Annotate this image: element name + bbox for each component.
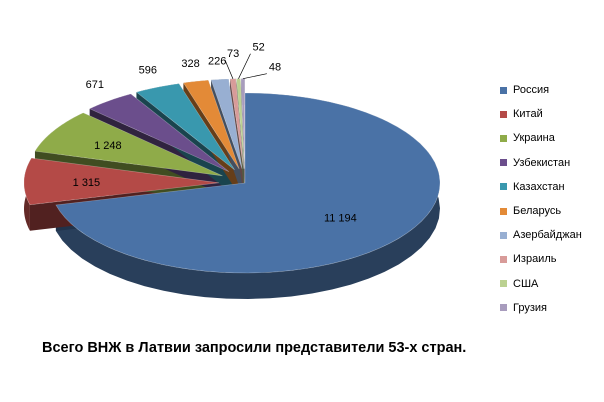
pie-slice-2 <box>23 157 220 206</box>
legend-label: Израиль <box>513 253 557 266</box>
legend-label: Украина <box>513 132 555 145</box>
legend-swatch <box>500 86 507 94</box>
legend-item: Израиль <box>500 247 604 271</box>
legend-label: Казахстан <box>513 180 565 193</box>
legend-item: Украина <box>500 126 604 150</box>
data-label: 11 194 <box>324 212 357 224</box>
data-label: 1 315 <box>73 177 101 189</box>
legend-label: Азербайджан <box>513 229 582 242</box>
legend-swatch <box>500 110 507 118</box>
legend-swatch <box>500 134 507 142</box>
legend-label: Китай <box>513 108 543 121</box>
chart-caption: Всего ВНЖ в Латвии запросили представите… <box>42 340 467 356</box>
legend-label: Узбекистан <box>513 156 571 169</box>
legend-item: США <box>500 272 604 296</box>
legend-swatch <box>500 159 507 167</box>
pie-slice-7 <box>210 78 243 169</box>
pie-slice-6 <box>182 79 240 170</box>
legend-label: США <box>513 277 539 290</box>
pie-slice-9 <box>236 78 245 169</box>
legend-label: Грузия <box>513 301 547 314</box>
legend-swatch <box>500 280 507 288</box>
legend-label: Россия <box>513 84 550 97</box>
label-leader-line <box>238 53 251 79</box>
legend-item: Азербайджан <box>500 223 604 247</box>
data-label: 596 <box>139 64 157 76</box>
legend-label: Беларусь <box>513 205 562 218</box>
legend-item: Узбекистан <box>500 151 604 175</box>
data-label: 671 <box>86 79 104 91</box>
legend-item: Казахстан <box>500 175 604 199</box>
chart-legend: Россия Китай Украина Узбекистан Казахстан Бел… <box>500 78 604 320</box>
data-label: 52 <box>252 42 264 54</box>
data-label: 48 <box>269 62 281 74</box>
legend-item: Грузия <box>500 296 604 320</box>
legend-swatch <box>500 304 507 312</box>
pie-tops <box>23 78 441 274</box>
pie-slice-5 <box>135 83 235 171</box>
legend-item: Китай <box>500 102 604 126</box>
data-label: 1 248 <box>94 140 122 152</box>
legend-swatch <box>500 183 507 191</box>
pie-slice-3 <box>34 112 223 177</box>
legend-swatch <box>500 231 507 239</box>
legend-swatch <box>500 255 507 263</box>
legend-swatch <box>500 207 507 215</box>
data-label: 226 <box>208 56 226 68</box>
pie-slice-1 <box>55 92 441 274</box>
label-leader-line <box>242 73 267 80</box>
legend-item: Россия <box>500 78 604 102</box>
label-leader-line <box>224 59 234 79</box>
data-label: 328 <box>181 58 199 70</box>
legend-item: Беларусь <box>500 199 604 223</box>
pie-slice-4 <box>89 93 230 172</box>
data-label: 73 <box>227 48 239 60</box>
